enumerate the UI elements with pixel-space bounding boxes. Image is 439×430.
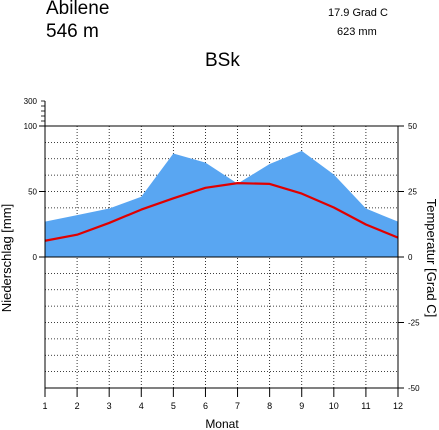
annual-precipitation: 623 mm (337, 26, 377, 38)
climate-classification: BSk (205, 50, 240, 71)
precipitation-area (45, 150, 398, 257)
x-axis-title: Monat (205, 417, 239, 430)
x-tick-label: 8 (267, 401, 272, 411)
x-tick-label: 3 (107, 401, 112, 411)
temperature-line (44, 182, 399, 242)
station-elevation: 546 m (46, 21, 99, 42)
x-tick-label: 7 (235, 401, 240, 411)
temperature-line-layer (44, 182, 399, 242)
left-tick-label: 0 (33, 253, 38, 262)
left-tick-label: 100 (24, 122, 38, 131)
x-tick-label: 5 (171, 401, 176, 411)
precipitation-area-layer (45, 150, 398, 257)
x-tick-label: 10 (329, 401, 339, 411)
right-tick-label: 25 (408, 188, 417, 197)
right-tick-label: 50 (408, 122, 417, 131)
left-tick-label: 300 (24, 97, 38, 106)
x-tick-label: 12 (393, 401, 403, 411)
x-tick-label: 9 (299, 401, 304, 411)
x-tick-label: 11 (361, 401, 370, 411)
x-tick-label: 2 (75, 401, 80, 411)
right-tick-label: -50 (408, 384, 420, 393)
left-tick-label: 50 (28, 188, 37, 197)
x-tick-label: 1 (42, 401, 47, 411)
station-name: Abilene (46, 0, 110, 19)
x-tick-label: 4 (139, 401, 144, 411)
mean-temperature: 17.9 Grad C (328, 7, 388, 19)
left-axis-title: Niederschlag [mm] (0, 204, 14, 312)
right-tick-label: 0 (408, 253, 413, 262)
right-tick-label: -25 (408, 319, 420, 328)
right-axis-title: Temperatur [Grad C] (424, 199, 439, 318)
x-tick-label: 6 (203, 401, 208, 411)
